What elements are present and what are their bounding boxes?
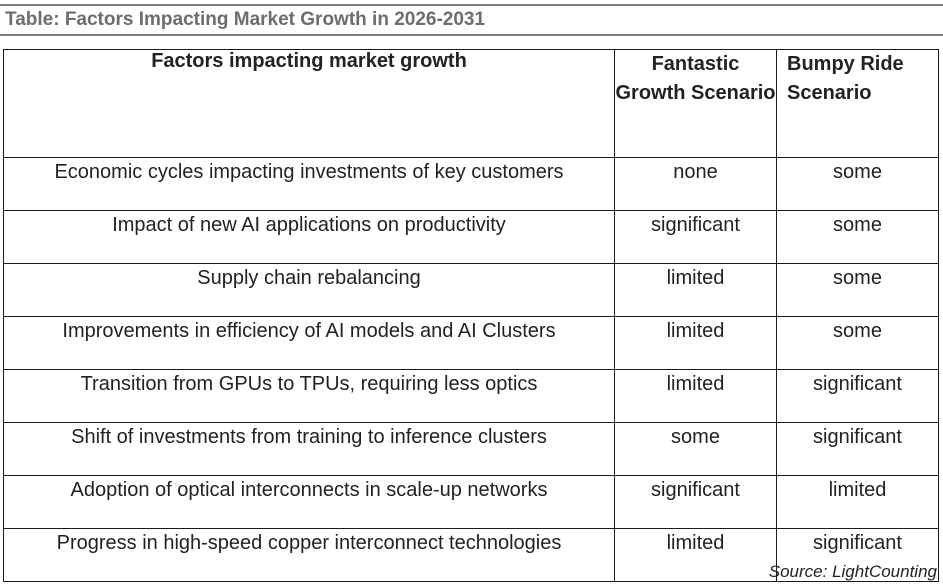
table-row: Progress in high-speed copper interconne…: [3, 528, 939, 582]
fantastic-cell: some: [614, 422, 777, 476]
table-row: Impact of new AI applications on product…: [3, 210, 939, 264]
factor-cell: Transition from GPUs to TPUs, requiring …: [3, 369, 615, 423]
bumpy-cell: some: [776, 157, 939, 211]
bumpy-cell: some: [776, 210, 939, 264]
factor-cell: Supply chain rebalancing: [3, 263, 615, 317]
fantastic-cell: limited: [614, 263, 777, 317]
factor-cell: Progress in high-speed copper interconne…: [3, 528, 615, 582]
header-fantastic: Fantastic Growth Scenario: [614, 49, 777, 158]
bumpy-cell: some: [776, 263, 939, 317]
bumpy-cell: significant: [776, 422, 939, 476]
bumpy-cell: some: [776, 316, 939, 370]
header-row: Factors impacting market growth Fantasti…: [3, 49, 939, 158]
factor-cell: Shift of investments from training to in…: [3, 422, 615, 476]
table-row: Transition from GPUs to TPUs, requiring …: [3, 369, 939, 423]
table-title: Table: Factors Impacting Market Growth i…: [5, 9, 486, 30]
header-factor: Factors impacting market growth: [3, 49, 615, 158]
fantastic-cell: none: [614, 157, 777, 211]
bumpy-cell: limited: [776, 475, 939, 529]
table-row: Economic cycles impacting investments of…: [3, 157, 939, 211]
table-row: Adoption of optical interconnects in sca…: [3, 475, 939, 529]
source-note: Source: LightCounting: [768, 562, 937, 581]
bumpy-cell: significant: [776, 528, 939, 582]
fantastic-cell: limited: [614, 316, 777, 370]
header-bumpy: Bumpy Ride Scenario: [776, 49, 939, 158]
factor-cell: Impact of new AI applications on product…: [3, 210, 615, 264]
fantastic-cell: significant: [614, 475, 777, 529]
fantastic-cell: limited: [614, 369, 777, 423]
factors-table: Factors impacting market growth Fantasti…: [3, 49, 939, 582]
table-row: Supply chain rebalancing limited some: [3, 263, 939, 317]
factor-cell: Economic cycles impacting investments of…: [3, 157, 615, 211]
table-row: Shift of investments from training to in…: [3, 422, 939, 476]
bumpy-cell: significant: [776, 369, 939, 423]
factor-cell: Adoption of optical interconnects in sca…: [3, 475, 615, 529]
fantastic-cell: limited: [614, 528, 777, 582]
factor-cell: Improvements in efficiency of AI models …: [3, 316, 615, 370]
table-row: Improvements in efficiency of AI models …: [3, 316, 939, 370]
fantastic-cell: significant: [614, 210, 777, 264]
title-bar: Table: Factors Impacting Market Growth i…: [0, 4, 943, 36]
